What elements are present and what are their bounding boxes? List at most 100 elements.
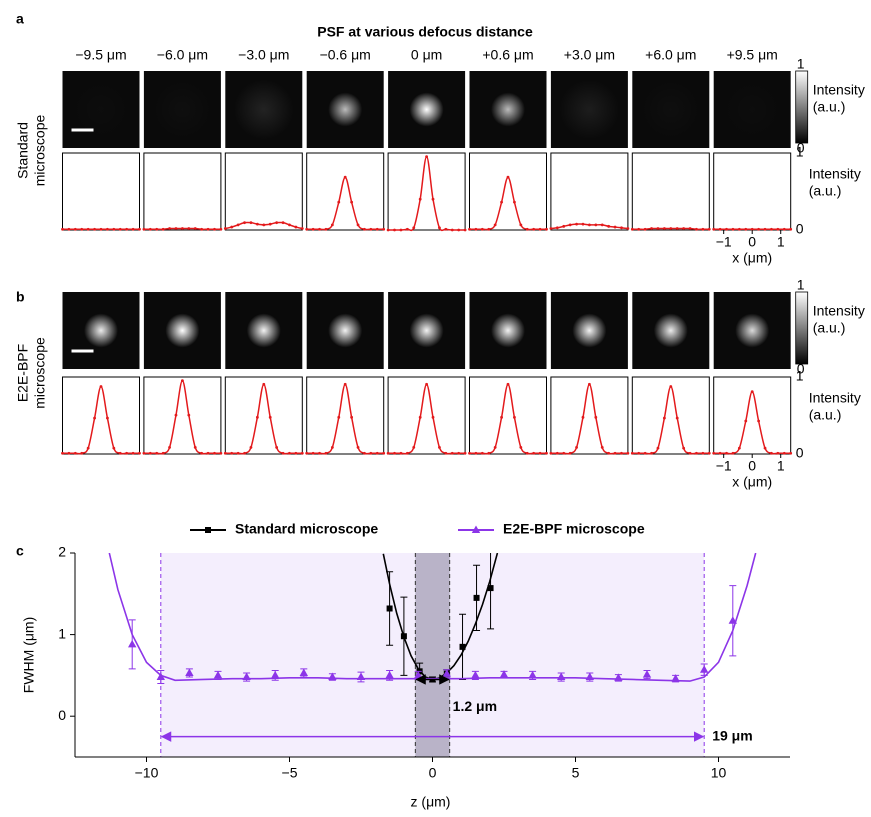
profile-point: [230, 451, 234, 455]
profile-point: [613, 451, 617, 455]
data-point: [700, 665, 709, 673]
profile-point: [230, 225, 234, 229]
profile-line: [713, 390, 791, 455]
data-point: [185, 668, 194, 676]
profile-point: [789, 227, 793, 231]
psf-image: [143, 71, 221, 148]
profile-frame: [387, 152, 466, 231]
profile-point: [750, 390, 754, 394]
profile-point: [600, 446, 604, 449]
profile-point: [650, 227, 653, 230]
profile-point: [236, 451, 240, 455]
profile-point: [744, 419, 748, 423]
profile-frame: [713, 152, 792, 231]
y-tick-label: 1: [796, 143, 804, 159]
profile-point: [444, 227, 448, 231]
y-axis-label: (a.u.): [809, 183, 842, 199]
colorbar-tick-label: 0: [797, 361, 805, 377]
profile-point: [61, 451, 64, 455]
profile-point: [588, 382, 591, 386]
data-point: [299, 668, 308, 676]
profile-point: [532, 451, 536, 455]
profile-point: [318, 451, 321, 455]
profile-point: [744, 227, 748, 231]
profile-frame: [550, 376, 629, 455]
profile-point: [168, 227, 171, 230]
profile-point: [343, 382, 347, 386]
profile-point: [363, 451, 366, 455]
y-axis-label: Intensity: [809, 166, 861, 182]
profile-point: [125, 227, 129, 231]
profile-point: [382, 227, 386, 231]
profile-frame: [631, 376, 710, 455]
profile-point: [712, 451, 716, 455]
colorbar: [795, 70, 809, 144]
profile-point: [688, 451, 692, 455]
profile-point: [288, 451, 291, 455]
psf-spot: [572, 313, 607, 348]
colorbar-tick-label: 1: [797, 56, 805, 72]
y-tick-label: 0: [796, 445, 804, 461]
profile-point: [142, 451, 146, 455]
profile-point: [255, 222, 259, 226]
x-axis-label: x (μm): [732, 250, 772, 266]
profile-frame: [62, 152, 140, 231]
profile-point: [763, 227, 767, 231]
profile-point: [607, 451, 611, 455]
profile-point: [650, 451, 653, 455]
profile-point: [669, 385, 673, 388]
profile-point: [620, 226, 623, 230]
profile-point: [519, 446, 523, 449]
data-point: [156, 672, 165, 681]
data-point: [328, 672, 337, 681]
profile-point: [549, 227, 553, 230]
x-tick-label: 10: [711, 765, 727, 781]
colorbar-label: Intensity: [813, 82, 865, 98]
profile-point: [80, 451, 84, 455]
profile-point: [356, 223, 360, 227]
profile-point: [311, 227, 315, 231]
data-point: [400, 633, 407, 640]
data-point: [614, 673, 623, 681]
profile-point: [67, 227, 71, 231]
profile-point: [757, 419, 761, 423]
data-point: [642, 670, 652, 678]
profile-point: [737, 227, 741, 231]
profile-line: [388, 155, 466, 232]
profile-point: [330, 446, 334, 449]
profile-point: [375, 227, 379, 231]
profile-point: [555, 226, 559, 230]
colorbar-tick-label: 0: [797, 140, 805, 156]
profile-point: [525, 227, 529, 231]
profile-point: [281, 451, 285, 455]
profile-point: [607, 224, 611, 228]
profile-point: [513, 415, 516, 419]
defocus-label: +6.0 μm: [645, 47, 696, 63]
defocus-label: −3.0 μm: [238, 47, 289, 63]
row-label: Standard: [15, 122, 31, 179]
profile-point: [243, 221, 246, 225]
profile-point: [620, 451, 623, 455]
data-point: [242, 672, 251, 681]
y-tick-label: 0: [58, 707, 66, 723]
profile-point: [200, 227, 204, 231]
profile-point: [626, 451, 630, 455]
profile-point: [438, 226, 441, 230]
profile-point: [463, 228, 467, 232]
profile-point: [450, 451, 454, 455]
profile-point: [174, 413, 178, 417]
data-point: [386, 605, 393, 612]
profile-point: [386, 451, 390, 455]
profile-point: [431, 415, 435, 419]
span-label: 19 μm: [712, 727, 752, 743]
data-point: [499, 670, 509, 678]
defocus-label: −9.5 μm: [75, 47, 126, 63]
profile-frame: [62, 376, 140, 455]
profile-point: [61, 227, 64, 231]
profile-point: [67, 451, 71, 455]
profile-point: [538, 227, 542, 231]
profile-point: [701, 227, 705, 231]
psf-image: [713, 71, 791, 148]
profile-point: [275, 221, 279, 225]
profile-point: [532, 227, 536, 231]
